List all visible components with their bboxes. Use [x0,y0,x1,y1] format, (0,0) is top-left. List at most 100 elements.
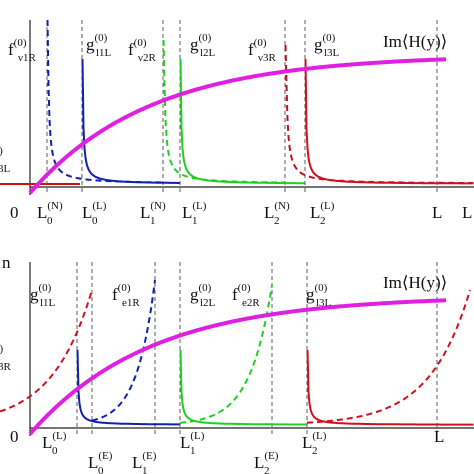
label-sup: (L) [192,200,206,212]
label-base: L [182,203,192,222]
curve [304,58,474,185]
label-sup: (L) [190,430,204,442]
label: L(E) 0 [88,450,113,474]
label: 0 [10,427,19,446]
label-sub: 2 [264,465,270,474]
label: L(N) 0 [37,200,63,227]
label-base: L [42,433,52,452]
label: L(L) 0 [82,200,107,227]
label-sub: ν1R [18,52,36,64]
curve [28,57,447,195]
curve [0,289,93,413]
label: f(0) e2R [232,282,260,309]
label: g(0) l1L [30,282,56,309]
label-base: g [190,35,199,54]
label-sup: (0) [39,282,52,294]
label-sub: l3L [316,297,332,309]
label: L(N) 1 [140,200,166,227]
label-sup: (0) [254,37,267,49]
label-sup: (E) [142,450,156,462]
label-sub: ν3R [258,52,276,64]
label-sup: (0) [118,282,131,294]
label-sub: 2 [274,215,280,227]
label-sub: e1R [122,297,140,309]
label-sub: 2 [312,445,318,457]
curve [76,349,180,426]
label: L(L) 0 [42,430,67,457]
label: g(0) l3L [306,282,332,309]
label-sub: e2R [242,297,260,309]
curve [81,58,180,184]
label: L(E) 2 [254,450,279,474]
label-base: L [88,453,98,472]
label-base: L [310,203,320,222]
label-sub: 0 [52,445,58,457]
label: L [462,203,472,222]
label: g(0) l2L [190,282,216,309]
curve [306,289,471,424]
label-sub: 1 [190,445,196,457]
label-sub: 1 [142,465,148,474]
curve [179,58,305,185]
label: L(L) 1 [180,430,205,457]
label-sub: l3L [324,47,340,59]
label-sup: (L) [52,430,66,442]
label: (0) [0,145,3,157]
curve [284,44,474,184]
label-base: L [37,203,47,222]
label-base: L [302,433,312,452]
label-sup: (0) [134,37,147,49]
label: g(0) l3L [314,32,340,59]
label-base: L [432,203,442,222]
label-base: g [190,285,199,304]
label-base: f [8,40,14,59]
label-sup: (0) [95,32,108,44]
label-sup: (L) [312,430,326,442]
label-base: L [254,453,264,472]
label-sub: 0 [47,215,53,227]
label: f(0) ν1R [8,37,36,64]
label-sub: 2 [320,215,326,227]
label: 3R [0,361,12,373]
label: f(0) e1R [112,282,140,309]
label-base: g [86,35,95,54]
label-base: L [140,203,150,222]
label-base: g [306,285,315,304]
curve [28,298,447,436]
label-base: L [82,203,92,222]
label: f(0) ν2R [128,37,156,64]
label-sup: (0) [199,32,212,44]
label-sup: (0) [199,282,212,294]
label-sub: l1L [96,47,112,59]
curve [179,349,307,426]
label-sup: (L) [320,200,334,212]
label: Im⟨H(y)⟩ [383,273,447,292]
label-base: L [434,427,444,446]
label: Im⟨H(y)⟩ [383,32,447,51]
label-sup: (N) [274,200,290,212]
label-base: f [112,285,118,304]
label: L [432,203,442,222]
label-sub: l1L [40,297,56,309]
curve [306,349,474,426]
label-base: 0 [10,427,19,446]
label-sub: 1 [192,215,198,227]
axes [29,20,474,436]
label-sup: (N) [150,200,166,212]
curve [46,19,165,184]
curve [91,279,156,422]
label-base: f [128,40,134,59]
label-base: g [30,285,39,304]
label-sup: (N) [47,200,63,212]
label-base: f [248,40,254,59]
label-base: 0 [10,203,19,222]
label-sup: (E) [98,450,112,462]
label: L(E) 1 [132,450,157,474]
label: f(0) ν3R [248,37,276,64]
label-sub: 0 [92,215,98,227]
label: L(N) 2 [264,200,290,227]
label: 3L [0,163,11,175]
label-base: L [132,453,142,472]
label-sup: (L) [92,200,106,212]
